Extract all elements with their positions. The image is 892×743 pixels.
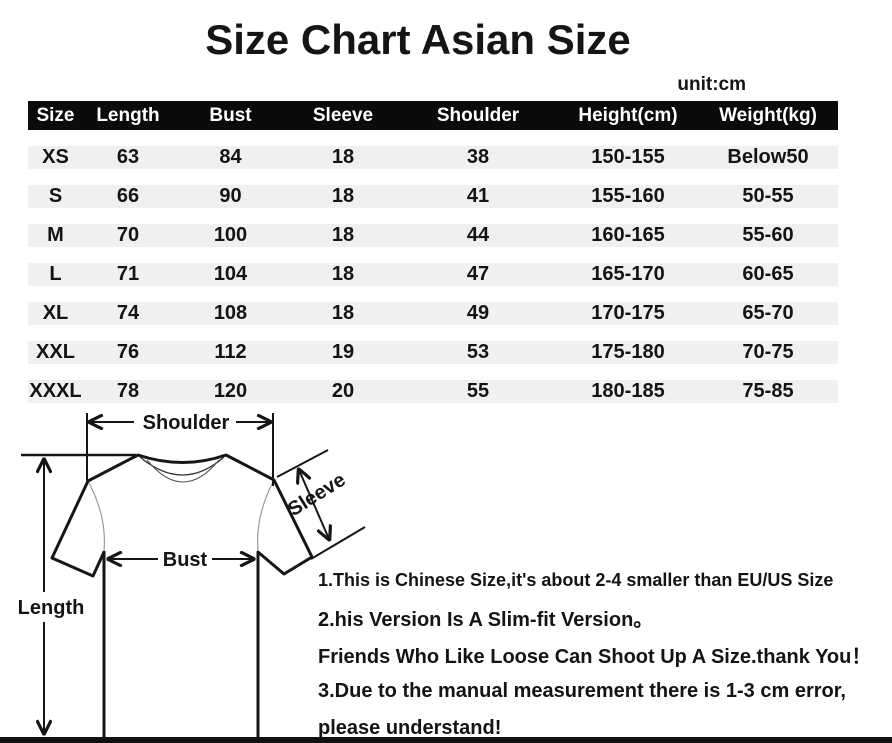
value-cell: 108 [173,302,288,325]
note-line: 1.This is Chinese Size,it's about 2-4 sm… [318,570,834,590]
value-cell: 160-165 [558,224,698,247]
value-cell: 63 [83,146,173,169]
table-row: M 70 100 18 44 160-165 55-60 [28,224,838,247]
value-cell: 180-185 [558,380,698,403]
sleeve-extension-lower [310,526,366,560]
column-header: Sleeve [288,101,398,130]
size-cell: XXL [28,341,83,364]
page-title: Size Chart Asian Size [205,16,631,63]
note-line: 3.Due to the manual measurement there is… [318,680,846,702]
column-header: Length [83,101,173,130]
value-cell: 150-155 [558,146,698,169]
length-label: Length [18,597,85,619]
value-cell: 74 [83,302,173,325]
size-table: Size Length Bust Sleeve Shoulder Height(cm) We… [28,85,838,419]
tshirt-outline [50,453,314,743]
value-cell: 78 [83,380,173,403]
value-cell: 90 [173,185,288,208]
value-cell: 20 [288,380,398,403]
sleeve-extension-upper [276,449,329,478]
value-cell: 70-75 [698,341,838,364]
size-cell: XS [28,146,83,169]
value-cell: 41 [398,185,558,208]
unit-label: unit:cm [677,74,746,95]
table-row: XL 74 108 18 49 170-175 65-70 [28,302,838,325]
value-cell: 53 [398,341,558,364]
value-cell: 70 [83,224,173,247]
value-cell: 155-160 [558,185,698,208]
column-header: Weight(kg) [698,101,838,130]
value-cell: 75-85 [698,380,838,403]
size-cell: S [28,185,83,208]
table-row: L 71 104 18 47 165-170 60-65 [28,263,838,286]
notes-block: 1.This is Chinese Size,it's about 2-4 sm… [318,562,884,743]
column-header: Height(cm) [558,101,698,130]
value-cell: 76 [83,341,173,364]
value-cell: 120 [173,380,288,403]
value-cell: 100 [173,224,288,247]
value-cell: 44 [398,224,558,247]
armhole-seam-right [256,481,274,552]
table-row: XXL 76 112 19 53 175-180 70-75 [28,341,838,364]
table-header-row: Size Length Bust Sleeve Shoulder Height(cm) We… [28,101,838,130]
size-cell: XXXL [28,380,83,403]
note-line: Friends Who Like Loose Can Shoot Up A Si… [318,646,872,668]
value-cell: 60-65 [698,263,838,286]
value-cell: 18 [288,302,398,325]
value-cell: 18 [288,263,398,286]
value-cell: 65-70 [698,302,838,325]
column-header: Size [28,101,83,130]
tshirt-measurement-diagram: Shoulder Length Bust Sleeve [18,412,366,743]
table-row: S 66 90 18 41 155-160 50-55 [28,185,838,208]
value-cell: 112 [173,341,288,364]
value-cell: 84 [173,146,288,169]
value-cell: Below50 [698,146,838,169]
value-cell: 19 [288,341,398,364]
value-cell: 55-60 [698,224,838,247]
sleeve-arrow [299,470,329,539]
value-cell: 18 [288,185,398,208]
collar-curve-inner [146,459,220,483]
value-cell: 175-180 [558,341,698,364]
size-cell: M [28,224,83,247]
column-header: Shoulder [398,101,558,130]
value-cell: 104 [173,263,288,286]
bust-label: Bust [163,549,208,571]
value-cell: 55 [398,380,558,403]
column-header: Bust [173,101,288,130]
value-cell: 66 [83,185,173,208]
table-row: XS 63 84 18 38 150-155 Below50 [28,146,838,169]
value-cell: 165-170 [558,263,698,286]
size-cell: XL [28,302,83,325]
value-cell: 18 [288,224,398,247]
value-cell: 38 [398,146,558,169]
armhole-seam-left [88,482,106,552]
size-cell: L [28,263,83,286]
value-cell: 50-55 [698,185,838,208]
value-cell: 170-175 [558,302,698,325]
value-cell: 49 [398,302,558,325]
table-row: XXXL 78 120 20 55 180-185 75-85 [28,380,838,403]
bottom-bar [0,737,892,743]
note-line: please understand! [318,717,502,739]
shoulder-label: Shoulder [143,412,230,434]
note-line: 2.his Version Is A Slim-fit Version。 [318,609,654,631]
value-cell: 71 [83,263,173,286]
value-cell: 18 [288,146,398,169]
value-cell: 47 [398,263,558,286]
